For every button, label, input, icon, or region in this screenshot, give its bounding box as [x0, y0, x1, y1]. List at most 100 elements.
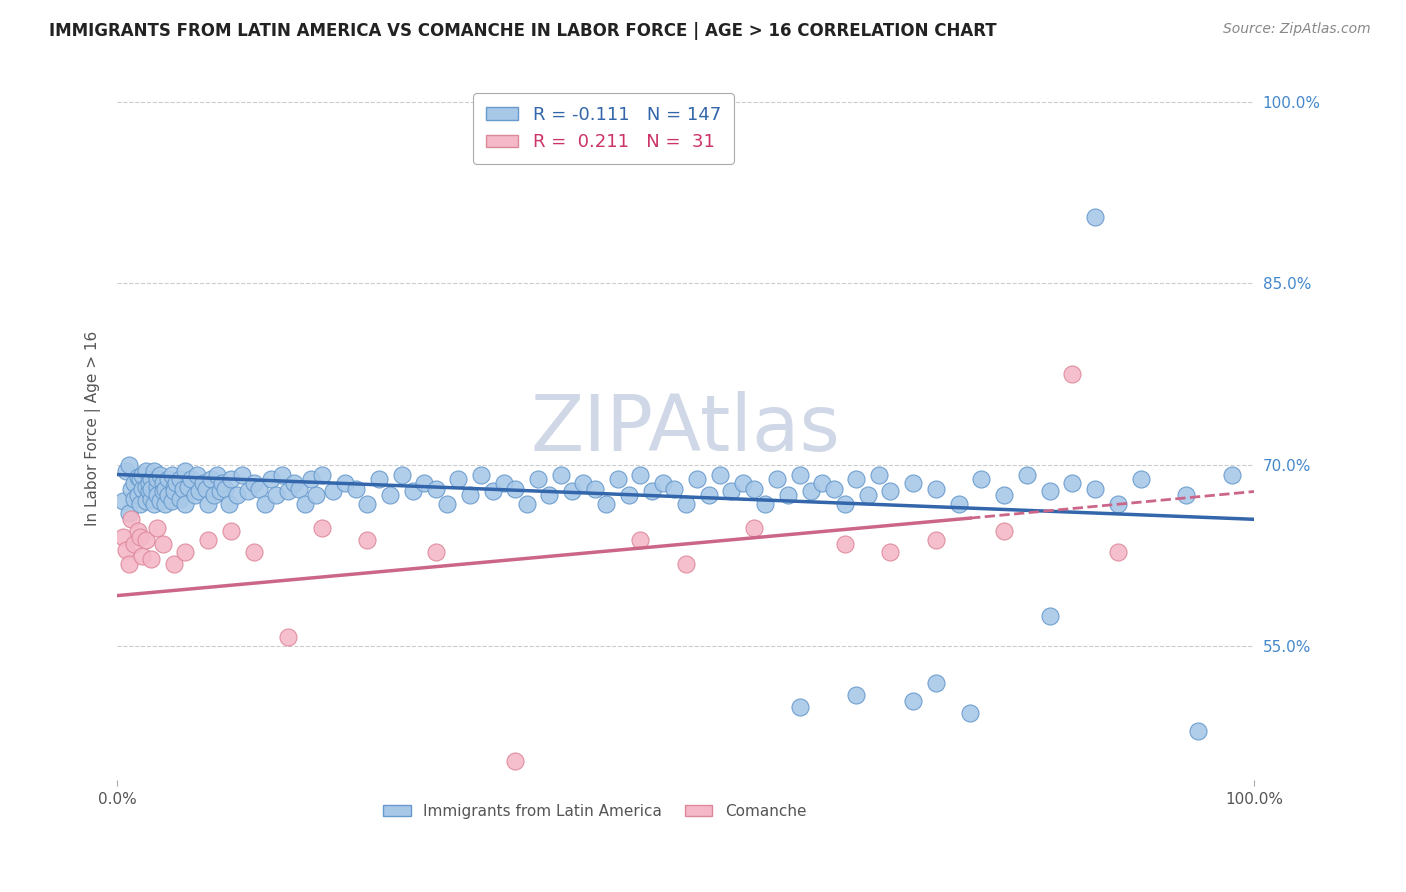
Point: [720, 484, 742, 499]
Point: [183, 488, 205, 502]
Point: [925, 482, 948, 496]
Point: [271, 467, 294, 482]
Point: [225, 488, 247, 502]
Point: [311, 521, 333, 535]
Point: [197, 497, 219, 511]
Point: [789, 700, 811, 714]
Point: [127, 470, 149, 484]
Point: [169, 491, 191, 506]
Point: [169, 472, 191, 486]
Point: [177, 480, 200, 494]
Point: [322, 484, 344, 499]
Point: [305, 488, 328, 502]
Point: [141, 552, 163, 566]
Point: [778, 488, 800, 502]
Point: [174, 464, 197, 478]
Point: [124, 536, 146, 550]
Point: [561, 484, 583, 499]
Point: [120, 482, 142, 496]
Point: [1039, 609, 1062, 624]
Point: [231, 467, 253, 482]
Point: [186, 467, 208, 482]
Point: [970, 472, 993, 486]
Point: [1062, 367, 1084, 381]
Point: [163, 484, 186, 499]
Point: [277, 630, 299, 644]
Point: [845, 472, 868, 486]
Point: [283, 475, 305, 490]
Point: [153, 497, 176, 511]
Point: [391, 467, 413, 482]
Point: [583, 482, 606, 496]
Point: [117, 458, 139, 472]
Point: [172, 482, 194, 496]
Point: [925, 533, 948, 547]
Point: [124, 491, 146, 506]
Point: [111, 531, 134, 545]
Point: [311, 467, 333, 482]
Point: [141, 482, 163, 496]
Point: [1129, 472, 1152, 486]
Point: [731, 475, 754, 490]
Point: [135, 480, 157, 494]
Point: [160, 467, 183, 482]
Point: [1039, 484, 1062, 499]
Point: [447, 472, 470, 486]
Point: [111, 494, 134, 508]
Point: [527, 472, 550, 486]
Point: [413, 475, 436, 490]
Point: [356, 533, 378, 547]
Point: [129, 472, 152, 486]
Point: [249, 482, 271, 496]
Point: [242, 475, 264, 490]
Point: [180, 472, 202, 486]
Point: [686, 472, 709, 486]
Y-axis label: In Labor Force | Age > 16: In Labor Force | Age > 16: [86, 331, 101, 526]
Point: [146, 480, 169, 494]
Point: [124, 475, 146, 490]
Point: [146, 521, 169, 535]
Point: [153, 482, 176, 496]
Point: [1187, 724, 1209, 739]
Point: [288, 482, 311, 496]
Point: [163, 480, 186, 494]
Point: [149, 494, 172, 508]
Point: [367, 472, 389, 486]
Point: [146, 488, 169, 502]
Point: [157, 488, 180, 502]
Point: [1084, 482, 1107, 496]
Point: [202, 488, 225, 502]
Point: [1084, 210, 1107, 224]
Point: [129, 497, 152, 511]
Point: [356, 497, 378, 511]
Point: [197, 533, 219, 547]
Point: [174, 497, 197, 511]
Point: [1175, 488, 1198, 502]
Point: [628, 467, 651, 482]
Point: [1107, 497, 1129, 511]
Point: [191, 475, 214, 490]
Point: [380, 488, 402, 502]
Point: [266, 488, 288, 502]
Point: [641, 484, 664, 499]
Point: [208, 484, 231, 499]
Point: [402, 484, 425, 499]
Point: [115, 542, 138, 557]
Text: ZIPAtlas: ZIPAtlas: [531, 391, 841, 467]
Point: [800, 484, 823, 499]
Point: [152, 484, 174, 499]
Point: [135, 464, 157, 478]
Point: [492, 475, 515, 490]
Point: [879, 545, 901, 559]
Point: [845, 688, 868, 702]
Point: [652, 475, 675, 490]
Point: [207, 467, 229, 482]
Point: [254, 497, 277, 511]
Point: [127, 524, 149, 539]
Point: [141, 472, 163, 486]
Point: [1015, 467, 1038, 482]
Point: [811, 475, 834, 490]
Point: [117, 506, 139, 520]
Text: IMMIGRANTS FROM LATIN AMERICA VS COMANCHE IN LABOR FORCE | AGE > 16 CORRELATION : IMMIGRANTS FROM LATIN AMERICA VS COMANCH…: [49, 22, 997, 40]
Point: [131, 549, 153, 563]
